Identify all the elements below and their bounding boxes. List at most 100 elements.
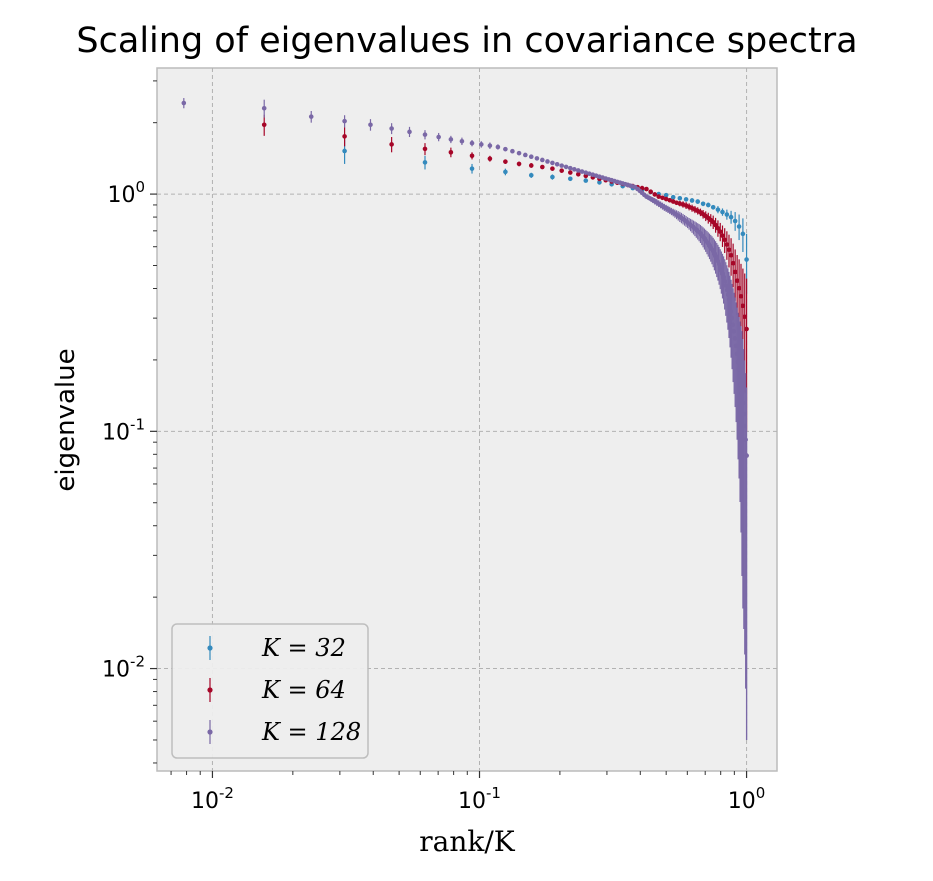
data-point (677, 195, 683, 201)
data-point (656, 194, 661, 199)
data-point (554, 161, 560, 167)
data-point (261, 105, 267, 111)
data-point (720, 233, 725, 238)
data-point (587, 171, 592, 177)
legend-items: K = 32 K = 64 K = 128 (207, 634, 361, 746)
legend-label: K = 128 (261, 718, 361, 746)
x-axis-label: rank/K (419, 825, 516, 858)
x-tick-label: 10-2 (191, 784, 234, 814)
y-tick-label: 10-2 (102, 653, 145, 683)
minor-ticks (153, 80, 735, 775)
chart-title: Scaling of eigenvalues in covariance spe… (76, 21, 857, 61)
data-point (469, 153, 475, 159)
y-tick-label: 10-1 (102, 415, 145, 445)
data-point (479, 142, 484, 147)
data-point (550, 174, 555, 180)
legend-marker (207, 687, 213, 693)
data-point (389, 126, 394, 131)
data-point (342, 134, 347, 139)
data-point (550, 160, 555, 166)
data-point (648, 189, 653, 194)
data-point (583, 170, 589, 175)
data-point (740, 231, 746, 237)
data-point (510, 148, 515, 154)
data-point (503, 169, 508, 175)
legend-item-64: K = 64 (207, 676, 346, 704)
data-point (342, 148, 347, 154)
data-point (744, 453, 749, 458)
series-64 (261, 114, 749, 432)
data-point (422, 146, 428, 152)
data-point (528, 154, 534, 160)
data-point (528, 173, 534, 178)
data-point (720, 209, 725, 215)
data-point (567, 165, 573, 171)
x-tick-label: 10-1 (458, 784, 501, 814)
data-point (715, 225, 721, 231)
data-point (732, 218, 738, 224)
data-point (660, 195, 665, 201)
legend: K = 32 K = 64 K = 128 (171, 623, 369, 759)
data-point (667, 197, 673, 203)
data-point (734, 278, 740, 284)
data-point (705, 202, 711, 208)
data-point (436, 134, 441, 140)
data-point (722, 237, 727, 243)
legend-label: K = 32 (261, 634, 346, 662)
data-point (713, 222, 718, 228)
data-point (469, 166, 475, 171)
data-point (469, 140, 475, 146)
data-point (730, 260, 736, 266)
series-layer (181, 98, 749, 740)
data-point (572, 167, 577, 172)
data-point (663, 196, 669, 202)
data-point (726, 247, 732, 253)
data-point (710, 204, 716, 210)
data-point (670, 194, 676, 200)
legend-item-32: K = 32 (207, 634, 346, 662)
data-point (181, 100, 187, 106)
data-point (550, 166, 555, 171)
data-point (516, 150, 522, 156)
data-point (743, 437, 748, 443)
legend-label: K = 64 (261, 676, 346, 704)
legend-frame (171, 623, 369, 759)
data-point (528, 163, 534, 168)
data-point (559, 163, 564, 168)
data-point (683, 197, 689, 202)
data-point (503, 146, 508, 152)
data-point (559, 168, 564, 173)
data-point (732, 269, 738, 275)
data-point (597, 180, 602, 185)
data-point (728, 252, 734, 258)
data-point (567, 170, 573, 175)
data-point (744, 326, 749, 332)
data-point (728, 214, 734, 220)
data-point (540, 164, 545, 170)
data-point (368, 122, 373, 128)
legend-item-128: K = 128 (207, 718, 361, 746)
data-point (695, 199, 701, 204)
data-point (738, 293, 744, 299)
data-point (389, 142, 394, 147)
data-point (575, 168, 581, 173)
data-point (742, 314, 748, 320)
data-point (663, 192, 669, 198)
data-point (736, 285, 742, 291)
data-point (689, 198, 695, 203)
data-point (448, 150, 454, 155)
data-point (579, 169, 585, 174)
data-point (516, 161, 522, 167)
data-point (342, 118, 347, 124)
data-point (503, 159, 508, 164)
data-point (261, 122, 267, 128)
y-axis-ticks: 10-2 10-1 100 (102, 178, 157, 683)
data-point (563, 164, 569, 170)
data-point (407, 129, 412, 135)
data-point (736, 224, 742, 229)
data-point (487, 143, 493, 148)
data-point (540, 157, 545, 163)
data-point (740, 303, 746, 309)
legend-marker (207, 645, 213, 651)
